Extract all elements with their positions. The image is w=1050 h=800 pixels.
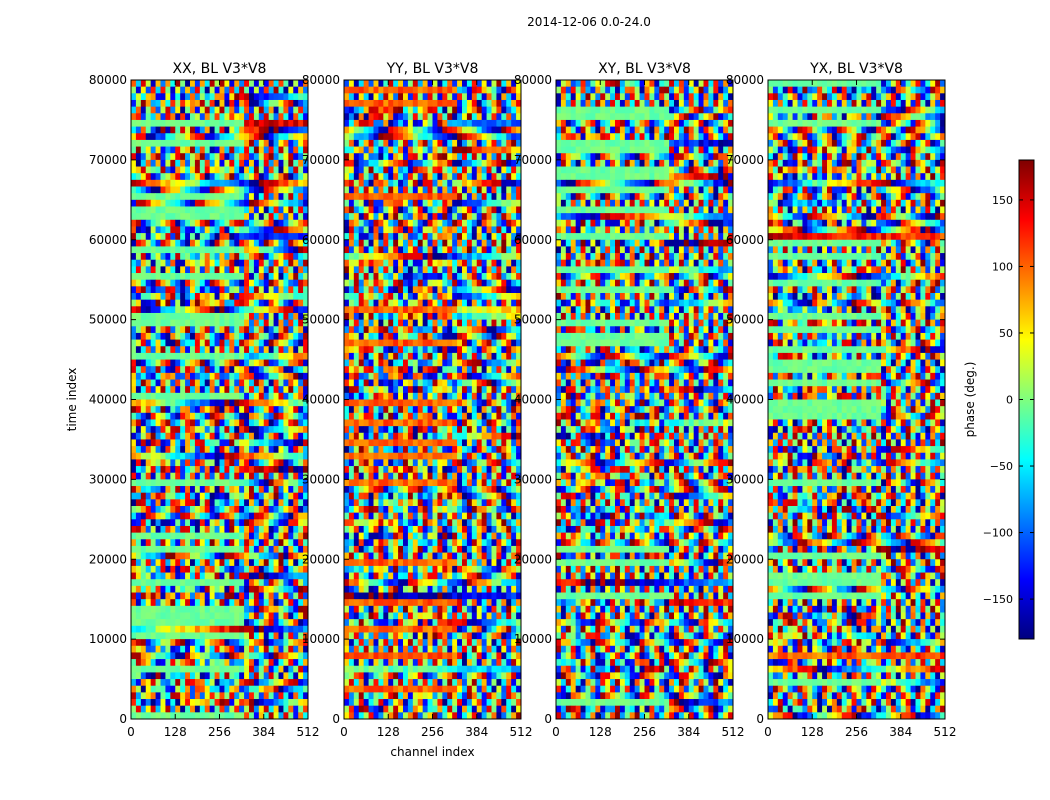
x-tick-label: 384 bbox=[677, 725, 700, 739]
panel-1: XX, BL V3*V8 0 128 256 384 512 0 10000 20000 3000… bbox=[65, 61, 319, 739]
y-tick-label: 0 bbox=[756, 712, 764, 726]
y-tick-label: 30000 bbox=[302, 472, 340, 486]
y-tick-label: 20000 bbox=[302, 552, 340, 566]
y-tick-label: 30000 bbox=[514, 472, 552, 486]
x-tick-label: 512 bbox=[934, 725, 957, 739]
y-tick-label: 10000 bbox=[302, 632, 340, 646]
figure-suptitle: 2014-12-06 0.0-24.0 bbox=[527, 15, 651, 29]
y-tick-label: 50000 bbox=[89, 313, 127, 327]
y-tick-label: 10000 bbox=[726, 632, 764, 646]
y-tick-label: 30000 bbox=[726, 472, 764, 486]
y-tick-label: 50000 bbox=[726, 313, 764, 327]
heatmap-image bbox=[344, 80, 522, 720]
colorbar-tick-label: −150 bbox=[983, 593, 1013, 606]
y-tick-label: 50000 bbox=[514, 313, 552, 327]
x-tick-label: 128 bbox=[377, 725, 400, 739]
heatmap-image bbox=[556, 80, 734, 720]
y-tick-label: 80000 bbox=[514, 73, 552, 87]
heatmap-image bbox=[768, 80, 946, 720]
x-tick-label: 256 bbox=[633, 725, 656, 739]
y-axis-label: time index bbox=[65, 368, 79, 432]
panels-group: XX, BL V3*V8 0 128 256 384 512 0 10000 20000 3000… bbox=[65, 61, 956, 759]
y-tick-label: 80000 bbox=[726, 73, 764, 87]
y-tick-label: 20000 bbox=[89, 552, 127, 566]
panel-title: XX, BL V3*V8 bbox=[173, 61, 267, 77]
y-tick-label: 40000 bbox=[302, 393, 340, 407]
x-tick-label: 128 bbox=[801, 725, 824, 739]
y-tick-label: 0 bbox=[119, 712, 127, 726]
panel-2: YY, BL V3*V8 0 128 256 384 512 0 10000 20000 3000… bbox=[302, 61, 533, 759]
colorbar-tick-label: 50 bbox=[999, 327, 1013, 340]
y-tick-label: 40000 bbox=[514, 393, 552, 407]
y-tick-label: 70000 bbox=[302, 153, 340, 167]
x-tick-label: 0 bbox=[552, 725, 560, 739]
colorbar-tick-label: −50 bbox=[990, 460, 1013, 473]
colorbar-label: phase (deg.) bbox=[963, 362, 977, 438]
x-tick-label: 384 bbox=[465, 725, 488, 739]
x-tick-label: 256 bbox=[208, 725, 231, 739]
x-tick-label: 512 bbox=[297, 725, 320, 739]
y-tick-label: 70000 bbox=[726, 153, 764, 167]
heatmap-image bbox=[131, 80, 309, 720]
y-tick-label: 0 bbox=[544, 712, 552, 726]
y-tick-label: 30000 bbox=[89, 472, 127, 486]
y-tick-label: 80000 bbox=[302, 73, 340, 87]
y-tick-label: 60000 bbox=[302, 233, 340, 247]
x-tick-label: 0 bbox=[127, 725, 135, 739]
y-tick-label: 10000 bbox=[514, 632, 552, 646]
panel-3: XY, BL V3*V8 0 128 256 384 512 0 10000 20000 3000… bbox=[514, 61, 745, 739]
x-tick-label: 0 bbox=[764, 725, 772, 739]
panel-title: YX, BL V3*V8 bbox=[809, 61, 903, 77]
y-tick-label: 70000 bbox=[89, 153, 127, 167]
y-tick-label: 40000 bbox=[89, 393, 127, 407]
panel-title: YY, BL V3*V8 bbox=[386, 61, 479, 77]
y-tick-label: 80000 bbox=[89, 73, 127, 87]
colorbar-tick-label: 150 bbox=[992, 194, 1013, 207]
panel-title: XY, BL V3*V8 bbox=[598, 61, 691, 77]
panel-4: YX, BL V3*V8 0 128 256 384 512 0 10000 20000 3000… bbox=[726, 61, 957, 739]
x-tick-label: 384 bbox=[252, 725, 275, 739]
y-tick-label: 60000 bbox=[514, 233, 552, 247]
y-tick-label: 50000 bbox=[302, 313, 340, 327]
colorbar-tick-label: 0 bbox=[1006, 394, 1013, 407]
y-tick-label: 0 bbox=[332, 712, 340, 726]
y-tick-label: 40000 bbox=[726, 393, 764, 407]
x-tick-label: 512 bbox=[722, 725, 745, 739]
x-tick-label: 384 bbox=[889, 725, 912, 739]
x-axis-label: channel index bbox=[390, 745, 474, 759]
colorbar-tick-label: −100 bbox=[983, 527, 1013, 540]
colorbar: 150 100 50 0 −50 −100 −150 phase (deg.) bbox=[963, 159, 1035, 640]
x-tick-label: 512 bbox=[510, 725, 533, 739]
x-tick-label: 256 bbox=[421, 725, 444, 739]
x-tick-label: 128 bbox=[589, 725, 612, 739]
x-tick-label: 256 bbox=[845, 725, 868, 739]
colorbar-tick-label: 100 bbox=[992, 260, 1013, 273]
y-tick-label: 60000 bbox=[726, 233, 764, 247]
y-tick-label: 20000 bbox=[726, 552, 764, 566]
x-tick-label: 128 bbox=[164, 725, 187, 739]
y-tick-label: 20000 bbox=[514, 552, 552, 566]
y-tick-label: 10000 bbox=[89, 632, 127, 646]
y-tick-label: 70000 bbox=[514, 153, 552, 167]
x-tick-label: 0 bbox=[340, 725, 348, 739]
y-tick-label: 60000 bbox=[89, 233, 127, 247]
